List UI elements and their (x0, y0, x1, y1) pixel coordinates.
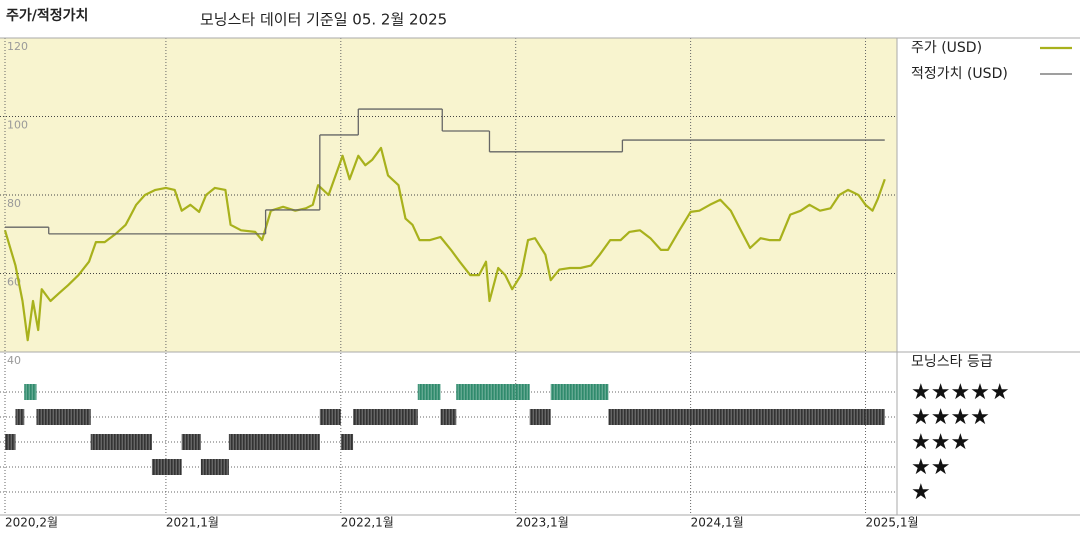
chart-title: 주가/적정가치 (6, 7, 88, 24)
rating-bar (15, 409, 25, 425)
x-tick-label: 2020,2월 (5, 516, 58, 530)
x-tick-label: 2024,1월 (691, 516, 744, 530)
rating-bar (200, 459, 229, 475)
x-tick-label: 2022,1월 (341, 516, 394, 530)
legend-label: 주가 (USD) (911, 40, 982, 56)
rating-bar (181, 434, 201, 450)
rating-bar (440, 409, 457, 425)
price-line (3, 146, 886, 342)
rating-bar (456, 384, 530, 400)
x-tick-label: 2023,1월 (516, 516, 569, 530)
x-tick-label: 2025,1월 (866, 516, 919, 530)
rating-bar (5, 434, 16, 450)
rating-bar (228, 434, 320, 450)
legend-label: 적정가치 (USD) (911, 66, 1008, 82)
rating-bar (319, 409, 341, 425)
rating-bar (417, 384, 441, 400)
rating-bar (353, 409, 418, 425)
x-tick-label: 2021,1월 (166, 516, 219, 530)
chart-subtitle: 모닝스타 데이터 기준일 05. 2월 2025 (200, 11, 447, 29)
rating-bar (550, 384, 609, 400)
y-tick-label: 120 (7, 40, 28, 53)
rating-label: ★★★★ (911, 405, 990, 430)
y-tick-label: 40 (7, 354, 21, 367)
rating-bar (24, 384, 37, 400)
rating-label: ★ (911, 480, 931, 505)
rating-bar (340, 434, 354, 450)
rating-label: ★★ (911, 455, 950, 480)
rating-label: ★★★ (911, 430, 970, 455)
rating-title: 모닝스타 등급 (911, 354, 993, 370)
rating-bar (151, 459, 182, 475)
rating-bar (36, 409, 91, 425)
rating-label: ★★★★★ (911, 380, 1010, 405)
y-tick-label: 80 (7, 197, 21, 210)
rating-bar (529, 409, 551, 425)
rating-bar (90, 434, 152, 450)
y-tick-label: 100 (7, 119, 28, 132)
rating-bar (608, 409, 885, 425)
